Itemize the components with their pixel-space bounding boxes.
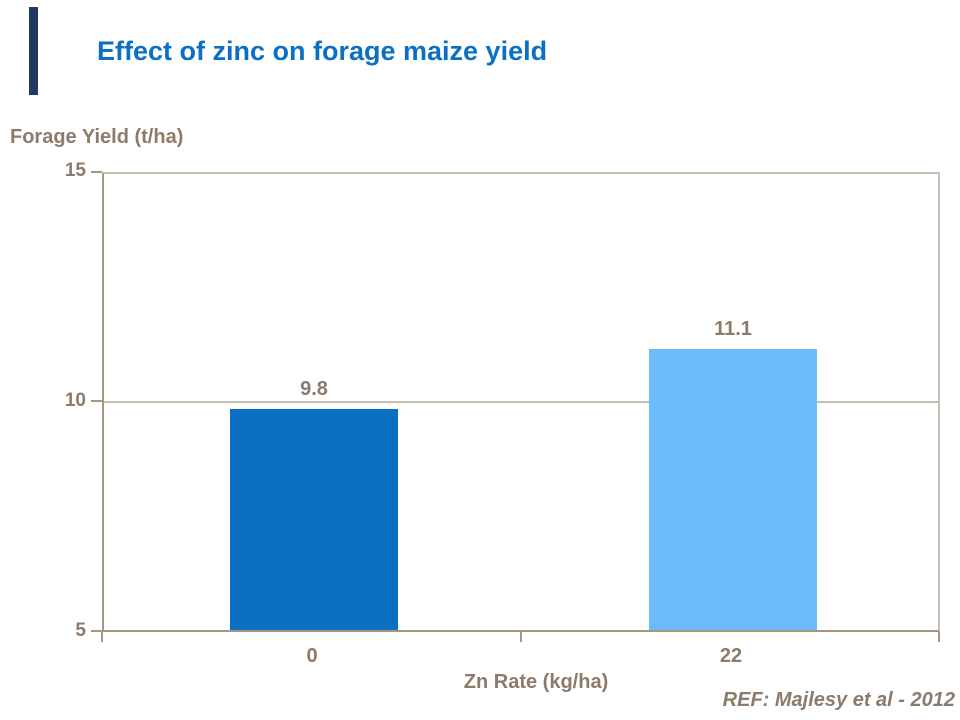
x-category-label-0: 0 bbox=[306, 645, 318, 667]
bar-zn-22: 11.1 bbox=[649, 318, 817, 630]
x-axis-title: Zn Rate (kg/ha) bbox=[463, 671, 609, 693]
y-tick-label-10: 10 bbox=[64, 390, 86, 411]
bar-value-label: 9.8 bbox=[300, 378, 328, 400]
bar-value-label: 11.1 bbox=[714, 318, 752, 340]
chart-title: Effect of zinc on forage maize yield bbox=[97, 36, 548, 66]
x-tick-mark bbox=[938, 632, 940, 642]
plot-area: 9.8 11.1 bbox=[102, 172, 940, 632]
y-tick-label-5: 5 bbox=[75, 620, 86, 641]
y-axis-title: Forage Yield (t/ha) bbox=[10, 126, 184, 148]
x-tick-mark bbox=[520, 632, 522, 642]
reference-citation: REF: Majlesy et al - 2012 bbox=[722, 689, 955, 711]
y-tick-mark bbox=[91, 171, 102, 173]
y-tick-mark bbox=[91, 630, 102, 632]
y-tick-label-15: 15 bbox=[64, 160, 86, 181]
gridline-10 bbox=[104, 401, 938, 403]
y-tick-mark bbox=[91, 400, 102, 402]
bar-zn-0: 9.8 bbox=[230, 378, 398, 630]
x-category-label-22: 22 bbox=[719, 645, 743, 667]
x-tick-mark bbox=[101, 632, 103, 642]
slide-accent-bar bbox=[29, 7, 38, 95]
